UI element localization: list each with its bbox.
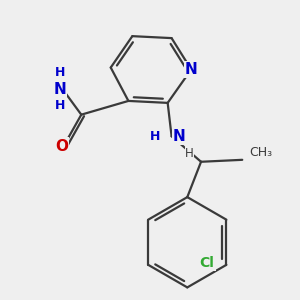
Text: N: N	[172, 129, 185, 144]
Text: H: H	[185, 147, 194, 160]
Text: Cl: Cl	[200, 256, 214, 270]
Text: CH₃: CH₃	[249, 146, 272, 159]
Text: O: O	[55, 139, 68, 154]
Text: N: N	[185, 62, 198, 77]
Text: H: H	[150, 130, 161, 143]
Text: H: H	[55, 66, 65, 79]
Text: H: H	[55, 99, 65, 112]
Text: N: N	[53, 82, 66, 97]
